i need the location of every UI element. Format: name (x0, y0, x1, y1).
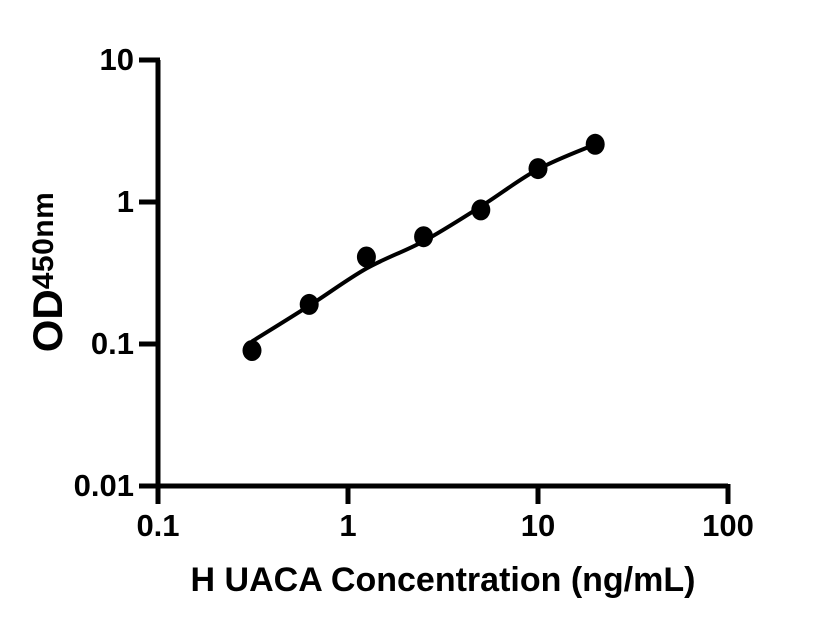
y-axis-title-main: OD (24, 289, 71, 353)
x-tick-label-1: 1 (339, 508, 357, 543)
data-point (356, 246, 376, 268)
y-axis-title-subscript: 450nm (27, 191, 60, 290)
x-tick-label-0.1: 0.1 (136, 508, 180, 543)
x-tick-label-100: 100 (702, 508, 754, 543)
x-tick-label-10: 10 (520, 508, 556, 543)
y-axis-title: OD 450nm (24, 191, 71, 353)
axis-frame (155, 60, 728, 489)
data-point (528, 158, 548, 180)
data-point (299, 293, 319, 315)
data-points (242, 133, 605, 361)
axes (139, 57, 731, 504)
x-axis-title: H UACA Concentration (ng/mL) (190, 561, 696, 599)
data-point (585, 133, 605, 155)
y-tick-label-0.01: 0.01 (73, 468, 134, 503)
y-tick-label-1: 1 (116, 184, 134, 219)
data-point (242, 340, 262, 361)
y-tick-label-10: 10 (99, 42, 134, 77)
data-point (471, 199, 491, 221)
y-tick-label-0.1: 0.1 (90, 326, 134, 361)
data-point (414, 226, 434, 248)
